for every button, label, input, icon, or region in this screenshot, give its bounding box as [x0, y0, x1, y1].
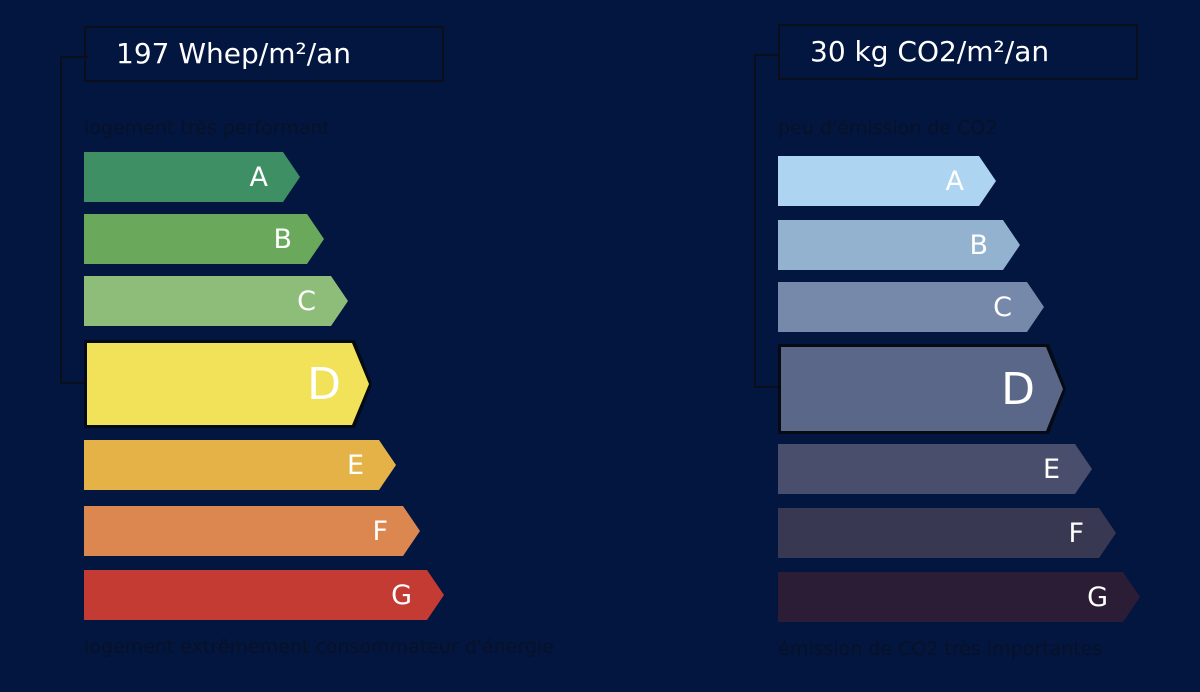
energy-bar-letter: B: [273, 223, 292, 255]
co2-bar-letter: E: [1042, 453, 1060, 485]
co2-top-caption: peu d'émission de CO2: [778, 117, 998, 139]
energy-bar-letter: F: [372, 515, 388, 547]
energy-bar-e: E: [84, 440, 396, 490]
co2-bar-g: G: [778, 572, 1140, 622]
co2-bar-letter: D: [1001, 363, 1035, 415]
energy-bar-letter: D: [307, 358, 341, 410]
co2-bar-letter: G: [1087, 581, 1108, 613]
energy-bar-b: B: [84, 214, 324, 264]
co2-bar-e: E: [778, 444, 1092, 494]
co2-label-panel: 30 kg CO2/m²/an peu d'émission de CO2 A …: [690, 0, 1200, 692]
co2-bar-letter: B: [969, 229, 988, 261]
co2-bar-c: C: [778, 282, 1044, 332]
energy-bar-letter: C: [297, 285, 316, 317]
energy-bottom-caption: logement extrêmement consommateur d'éner…: [84, 636, 554, 658]
energy-bar-a: A: [84, 152, 300, 202]
co2-bar-a: A: [778, 156, 996, 206]
current-class-bracket: [60, 56, 88, 384]
energy-bar-f: F: [84, 506, 420, 556]
co2-bar-letter: C: [993, 291, 1012, 323]
energy-bar-letter: G: [391, 579, 412, 611]
co2-bar-d-current: D: [778, 344, 1066, 434]
energy-bar-letter: A: [249, 161, 268, 193]
co2-bar-f: F: [778, 508, 1116, 558]
energy-value: 197 Whep/m²/an: [116, 37, 352, 70]
co2-value: 30 kg CO2/m²/an: [810, 35, 1050, 68]
energy-bar-d: D: [87, 343, 369, 425]
energy-top-caption: logement très performant: [84, 117, 330, 139]
energy-bar-letter: E: [346, 449, 364, 481]
co2-bar-letter: F: [1068, 517, 1084, 549]
co2-bar-letter: A: [945, 165, 964, 197]
co2-bar-b: B: [778, 220, 1020, 270]
co2-bottom-caption: émission de CO2 très importantes: [778, 638, 1103, 660]
energy-bar-g: G: [84, 570, 444, 620]
energy-bar-c: C: [84, 276, 348, 326]
energy-value-box: 197 Whep/m²/an: [84, 26, 444, 82]
energy-label-panel: 197 Whep/m²/an logement très performant …: [60, 26, 554, 658]
current-class-bracket: [754, 54, 780, 388]
co2-bar-d: D: [781, 347, 1063, 431]
co2-value-box: 30 kg CO2/m²/an: [778, 24, 1138, 80]
energy-bar-d-current: D: [84, 340, 372, 428]
